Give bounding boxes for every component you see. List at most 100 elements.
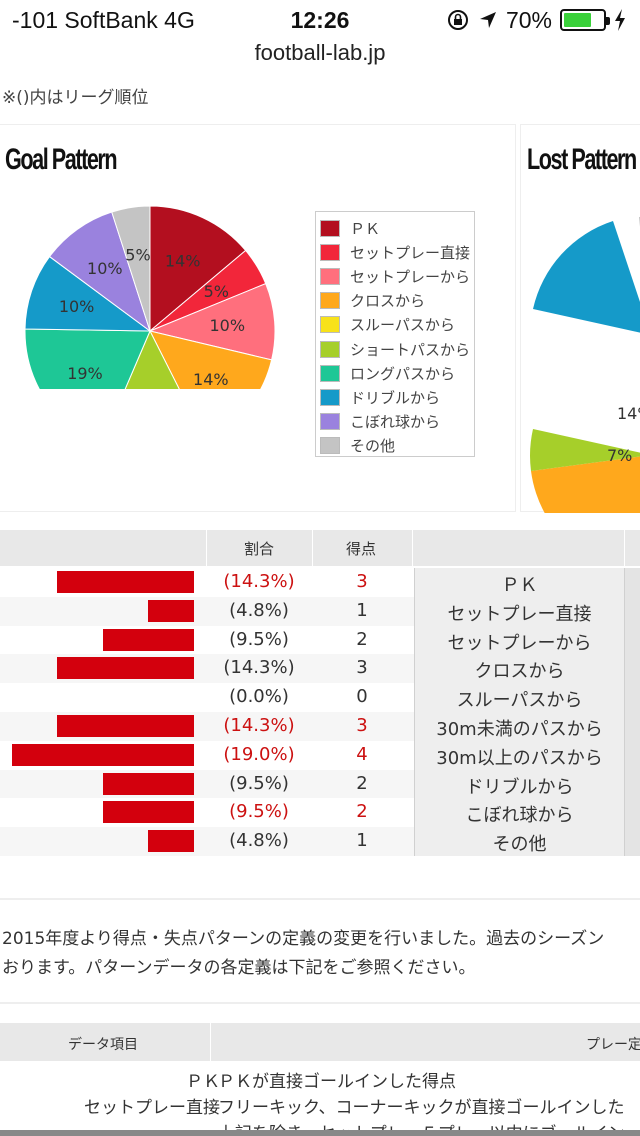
battery-percent: 70% [505,6,552,33]
header-sep [624,530,625,566]
ratio-bar [103,628,194,651]
ratio-value: (0.0%) [229,686,289,708]
legend-swatch [320,364,340,382]
definition-row: ＰＫ ＰＫが直接ゴールインした得点 [0,1065,640,1092]
category-label: セットプレー直接 [414,596,624,626]
category-label: こぼれ球から [414,798,624,828]
legend-item[interactable]: ロングパスから [320,361,455,385]
goal-pattern-title: Goal Pattern [5,143,118,176]
pie-slice-label: 14% [165,252,201,271]
clock: 12:26 [290,7,350,33]
category-label: スルーパスから [414,683,624,713]
legend-label: ロングパスから [350,364,456,383]
legend-item[interactable]: クロスから [320,289,425,313]
pie-slice[interactable] [149,330,273,389]
pie-slice[interactable] [149,205,247,333]
category-label: 30m未満のパスから [414,712,624,741]
definition-desc: ＰＫが直接ゴールインした得点 [218,1072,456,1092]
lost-slice-blue [533,221,640,333]
ratio-bar [57,657,194,680]
points-value: 1 [356,599,368,621]
ratio-bar [57,715,194,737]
carrier-label: -101 SoftBank 4G [12,7,195,33]
points-header: 得点 [346,540,377,558]
legend-item[interactable]: ドリブルから [320,385,440,409]
pie-slice-label: 10% [209,316,245,335]
legend-label: ＰＫ [350,219,381,238]
address-bar[interactable]: football-lab.jp [254,40,386,65]
category-label: 30m以上のパスから [414,740,624,770]
legend-item[interactable]: その他 [320,434,395,458]
legend-label: その他 [350,437,396,456]
ratio-value: (14.3%) [223,657,295,679]
table-row: (14.3%) 3 30m未満のパスから [0,712,640,741]
battery-tip [606,17,610,25]
legend-swatch [320,267,340,285]
table-row: (0.0%) 0 スルーパスから [0,683,640,713]
legend-item[interactable]: スルーパスから [320,313,455,337]
ratio-value: (9.5%) [229,801,289,823]
ratio-bar [103,801,194,824]
edge-cell [624,654,640,684]
definition-term: ＰＫ [186,1072,220,1092]
legend-swatch [320,316,340,334]
legend-item[interactable]: ＰＫ [320,216,380,240]
edge-cell [624,625,640,655]
table-row: (4.8%) 1 セットプレー直接 [0,596,640,626]
header-sep [312,530,313,566]
pie-slice[interactable] [48,211,151,333]
points-value: 4 [356,743,368,765]
table-row: (19.0%) 4 30m以上のパスから [0,740,640,770]
legend-label: スルーパスから [350,316,455,335]
header-sep [412,530,413,566]
ratio-value: (9.5%) [229,628,289,650]
legend-item[interactable]: セットプレーから [320,264,470,288]
pie-slice[interactable] [24,255,152,332]
ratio-bar [103,772,194,795]
definition-change-notice: 2015年度より得点・失点パターンの定義の変更を行いました。過去のシーズン おり… [2,925,640,983]
header-sep [210,1023,211,1061]
data-item-header: データ項目 [68,1037,138,1053]
ratio-value: (4.8%) [229,830,289,852]
battery-icon [560,9,610,31]
legend-swatch [320,437,340,455]
ratio-bar [57,571,194,593]
lost-slice-label-1: 14% [617,404,640,423]
ratio-bar [148,599,194,622]
legend-swatch [320,243,340,261]
points-value: 2 [356,772,368,794]
points-value: 0 [356,686,368,708]
rotation-lock-icon [447,10,468,30]
category-label: セットプレーから [414,625,624,655]
table-row: (9.5%) 2 ドリブルから [0,769,640,799]
table-row: (9.5%) 2 セットプレーから [0,625,640,655]
points-value: 2 [356,801,368,823]
rank-note: ※()内はリーグ順位 [2,88,149,108]
edge-cell [624,798,640,828]
legend-item[interactable]: セットプレー直接 [320,240,470,264]
pie-slice[interactable] [111,205,151,332]
pie-slice[interactable] [101,329,206,389]
points-value: 3 [356,571,368,592]
lost-slice-label-2: 7% [607,446,632,465]
charging-bolt-icon [615,9,625,31]
edge-cell [624,827,640,857]
lost-pattern-panel: Lost Pattern 14% 7% [520,124,640,513]
category-label: ドリブルから [414,769,624,799]
ratio-value: (19.0%) [223,743,295,765]
definition-term: セットプレー直接 [84,1098,220,1118]
pie-slice[interactable] [24,328,151,389]
edge-cell [624,596,640,626]
lost-pattern-title: Lost Pattern [527,143,637,176]
legend-swatch [320,413,340,431]
goal-pattern-pie-chart: 14%5%10%14%14%19%10%10%5% [24,205,276,389]
definition-row: セットプレー直接 フリーキック、コーナーキックが直接ゴールインした [0,1091,640,1118]
notice-line-1: 2015年度より得点・失点パターンの定義の変更を行いました。過去のシーズン [2,929,605,949]
pie-slice[interactable] [148,282,276,361]
legend-item[interactable]: ショートパスから [320,337,470,361]
legend-label: セットプレー直接 [350,243,471,262]
edge-cell [624,712,640,741]
status-bar: -101 SoftBank 4G 12:26 70% [0,0,640,40]
goal-pattern-panel: Goal Pattern 14%5%10%14%14%19%10%10%5% Ｐ… [0,124,516,512]
legend-item[interactable]: こぼれ球から [320,410,440,434]
